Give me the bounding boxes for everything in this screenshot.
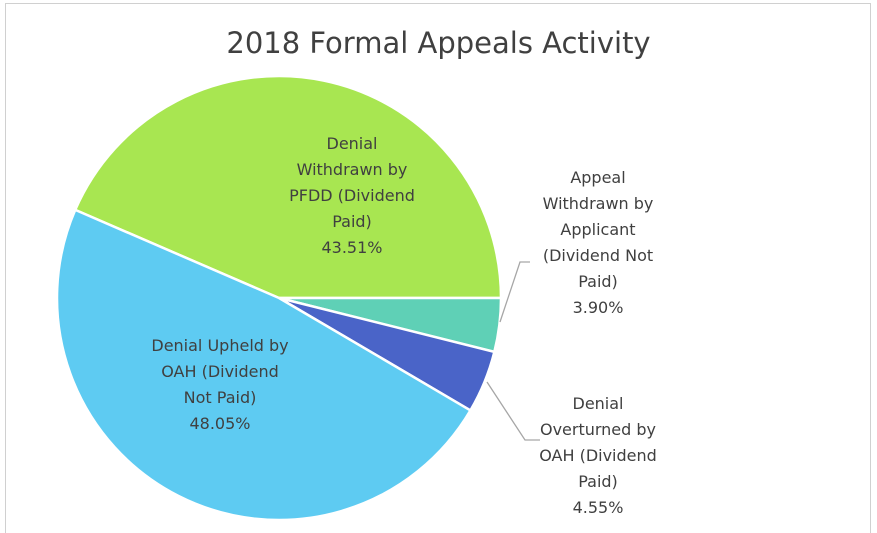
slice-value: 43.51% bbox=[321, 238, 383, 257]
slice-label: Denial Upheld by OAH (Dividend Not Paid)… bbox=[145, 333, 295, 437]
chart-frame bbox=[5, 3, 871, 533]
slice-value: 4.55% bbox=[572, 498, 624, 517]
slice-name: Denial Overturned by OAH (Dividend Paid) bbox=[539, 394, 657, 491]
slice-label: Appeal Withdrawn by Applicant (Dividend … bbox=[528, 165, 668, 321]
pie-slice bbox=[73, 74, 503, 300]
slice-name: Appeal Withdrawn by Applicant (Dividend … bbox=[542, 168, 654, 291]
chart-title: 2018 Formal Appeals Activity bbox=[226, 26, 651, 60]
slice-value: 3.90% bbox=[572, 298, 624, 317]
pie-slice bbox=[55, 208, 473, 522]
slice-name: Denial Upheld by OAH (Dividend Not Paid) bbox=[151, 336, 289, 407]
slice-label: Denial Overturned by OAH (Dividend Paid)… bbox=[528, 391, 668, 521]
slice-name: Denial Withdrawn by PFDD (Dividend Paid) bbox=[289, 134, 415, 231]
slice-value: 48.05% bbox=[189, 414, 251, 433]
leader-line bbox=[499, 261, 530, 323]
slice-label: Denial Withdrawn by PFDD (Dividend Paid)… bbox=[282, 131, 422, 261]
leader-line bbox=[486, 381, 540, 441]
